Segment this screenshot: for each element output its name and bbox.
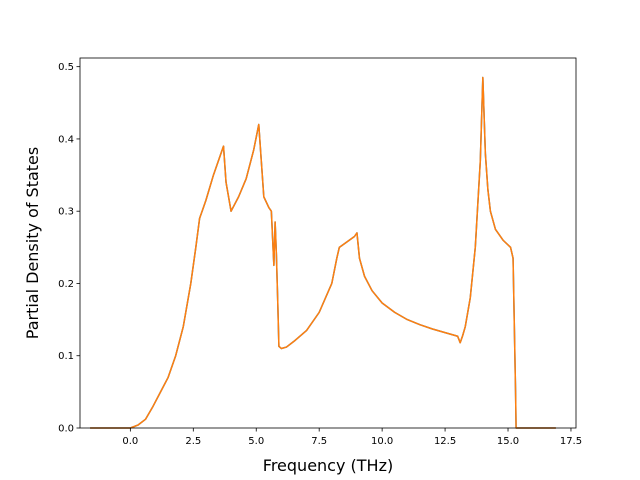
x-tick-label: 17.5 bbox=[560, 436, 582, 447]
y-tick-label: 0.4 bbox=[58, 134, 74, 145]
y-tick-label: 0.3 bbox=[58, 207, 74, 218]
y-tick-label: 0.2 bbox=[58, 279, 74, 290]
y-tick-label: 0.1 bbox=[58, 351, 74, 362]
y-axis-ticks: 0.0 0.1 0.2 0.3 0.4 0.5 bbox=[58, 62, 80, 435]
x-axis-title: Frequency (THz) bbox=[263, 456, 393, 475]
series-line-1 bbox=[90, 76, 556, 429]
x-tick-label: 7.5 bbox=[311, 436, 327, 447]
x-tick-label: 12.5 bbox=[434, 436, 456, 447]
x-tick-label: 15.0 bbox=[497, 436, 519, 447]
y-tick-label: 0.5 bbox=[58, 62, 74, 73]
x-tick-label: 5.0 bbox=[248, 436, 264, 447]
plot-area bbox=[90, 76, 556, 429]
x-axis-ticks: 0.0 2.5 5.0 7.5 10.0 12.5 15.0 17.5 bbox=[122, 428, 582, 447]
plot-frame bbox=[79, 57, 577, 429]
y-tick-label: 0.0 bbox=[58, 424, 74, 435]
y-axis-title: Partial Density of States bbox=[23, 147, 42, 339]
x-tick-label: 10.0 bbox=[371, 436, 393, 447]
x-tick-label: 0.0 bbox=[122, 436, 138, 447]
x-tick-label: 2.5 bbox=[185, 436, 201, 447]
